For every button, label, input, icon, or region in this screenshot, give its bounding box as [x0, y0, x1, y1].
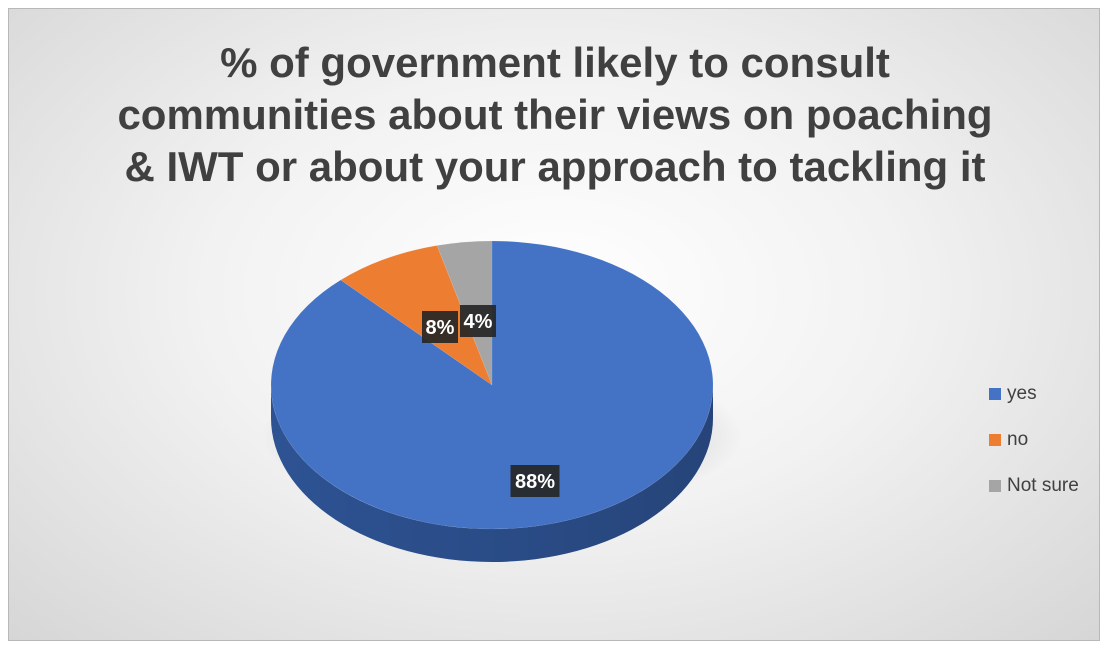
legend-item-yes: yes: [989, 371, 1079, 417]
chart-title-line-1: % of government likely to consult: [220, 39, 890, 86]
pie-slices: [270, 240, 714, 530]
legend-swatch-not-sure: [989, 480, 1001, 492]
legend-item-not-sure: Not sure: [989, 463, 1079, 509]
legend-label-not-sure: Not sure: [1007, 475, 1079, 496]
legend-swatch-no: [989, 434, 1001, 446]
legend-swatch-yes: [989, 388, 1001, 400]
chart-title: % of government likely to consult commun…: [49, 37, 1061, 193]
chart-title-line-2: communities about their views on poachin…: [117, 91, 993, 138]
legend-label-yes: yes: [1007, 383, 1037, 404]
data-label-box-yes: [510, 465, 560, 497]
legend: yes no Not sure: [989, 371, 1079, 509]
legend-item-no: no: [989, 417, 1079, 463]
data-label-yes: 88%: [510, 465, 560, 497]
chart-title-line-3: & IWT or about your approach to tackling…: [124, 143, 986, 190]
data-label-box-not-sure: [460, 305, 496, 337]
pie-side-shade-yes: [271, 385, 713, 562]
pie-data-labels: 88% 8% 4%: [422, 305, 560, 497]
pie-chart: 88% 8% 4%: [261, 240, 743, 562]
pie-sides: [271, 385, 713, 562]
legend-label-no: no: [1007, 429, 1029, 450]
data-label-text-no: 8%: [426, 317, 455, 339]
pie-slice-yes: [270, 240, 714, 530]
data-label-not-sure: 4%: [460, 305, 496, 337]
chart-area: % of government likely to consult commun…: [8, 8, 1100, 641]
pie-slice-no: [340, 245, 493, 386]
data-label-text-yes: 88%: [515, 471, 555, 493]
data-label-box-no: [422, 311, 458, 343]
data-label-no: 8%: [422, 311, 458, 343]
data-label-text-not-sure: 4%: [464, 311, 493, 333]
